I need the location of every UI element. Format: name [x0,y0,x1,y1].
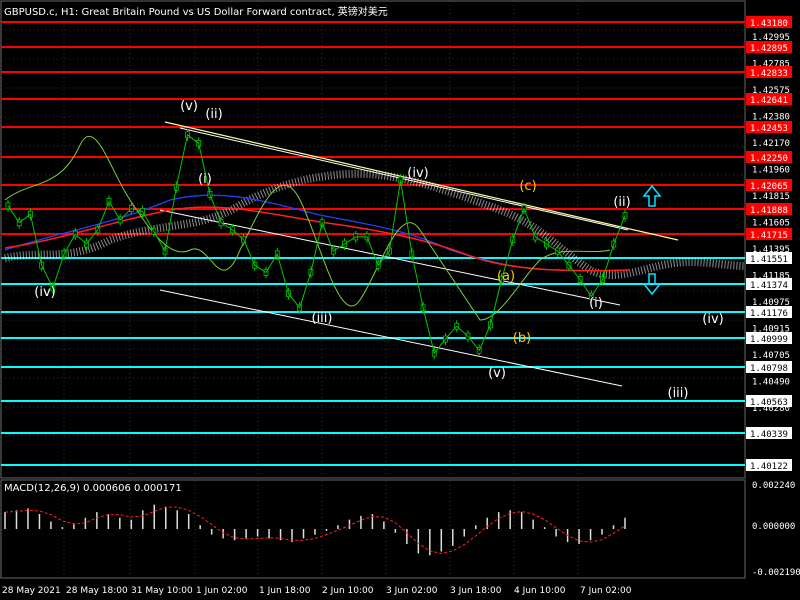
wave-label: (a) [497,269,515,284]
wave-label: (iv) [407,166,428,181]
red-level-label: 1.43180 [750,19,788,29]
price-line [7,133,626,355]
cyan-level-label: 1.40339 [750,430,788,440]
red-level-tag [746,179,792,191]
wave-label: (c) [519,179,536,194]
momentum-line [4,136,611,321]
channel-line-2 [159,209,621,306]
price-tick-label: 1.41395 [752,245,790,255]
time-axis-label: 31 May 10:00 [131,586,193,596]
cyan-level-tag [746,332,792,344]
cyan-level-label: 1.41551 [750,255,788,265]
price-tick-label: 1.41815 [752,192,790,202]
red-level-label: 1.41888 [750,206,788,216]
red-level-tag [746,203,792,215]
wave-label: (i) [589,296,603,311]
price-tick-label: 1.42785 [752,60,790,70]
macd-title: MACD(12,26,9) 0.000606 0.000171 [4,483,182,494]
red-level-label: 1.42453 [750,124,788,134]
arrow-up-icon [642,184,662,207]
red-level-label: 1.42641 [750,96,788,106]
price-tick-label: 1.41185 [752,272,790,282]
time-axis-label: 2 Jun 10:00 [322,586,374,596]
cyan-level-tag [746,306,792,318]
chart-title: GBPUSD.c, H1: Great Britain Pound vs US … [4,7,388,18]
time-axis-label: 1 Jun 18:00 [259,586,311,596]
cyan-level-label: 1.40798 [750,364,788,374]
time-axis-label: 4 Jun 10:00 [514,586,566,596]
macd-axis-label: 0.002240 [752,481,795,491]
channel-line-3 [159,289,623,387]
red-level-tag [746,93,792,105]
wave-label: (iii) [668,386,689,401]
ichimoku-cloud [4,169,746,280]
red-level-label: 1.42250 [750,154,788,164]
wave-label: (iii) [312,311,333,326]
wave-label: (ii) [613,195,630,210]
cyan-level-tag [746,278,792,290]
red-level-tag [746,228,792,240]
price-tick-label: 1.42575 [752,86,790,96]
red-level-tag [746,121,792,133]
price-tick-label: 1.42380 [752,113,790,123]
time-axis-label: 28 May 2021 [2,586,61,596]
cyan-level-tag [746,427,792,439]
wave-label: (ii) [205,107,222,122]
time-axis-label: 28 May 18:00 [66,586,128,596]
price-tick-label: 1.42170 [752,139,790,149]
red-level-tag [746,16,792,28]
red-level-tag [746,41,792,53]
cyan-level-label: 1.41176 [750,309,788,319]
macd-axis-label: -0.002190 [752,568,800,578]
macd-axis-label: 0.000000 [752,522,795,532]
cyan-level-tag [746,395,792,407]
price-tick-label: 1.41960 [752,166,790,176]
trendline-upper [164,121,679,241]
price-tick-label: 1.40975 [752,298,790,308]
price-tick-label: 1.42995 [752,33,790,43]
cyan-level-label: 1.40563 [750,398,788,408]
red-level-label: 1.42895 [750,44,788,54]
price-tick-label: 1.40915 [752,325,790,335]
channel-line-1 [179,127,629,231]
cyan-level-label: 1.40999 [750,335,788,345]
red-level-tag [746,66,792,78]
red-level-tag [746,151,792,163]
price-tick-label: 1.40280 [752,404,790,414]
red-level-label: 1.42833 [750,69,788,79]
time-axis-label: 3 Jun 18:00 [450,586,502,596]
wave-label: (iv) [34,285,55,300]
wave-label: (iv) [702,312,723,327]
cyan-level-label: 1.41374 [750,281,788,291]
price-tick-label: 1.41605 [752,219,790,229]
wave-label: (v) [488,366,506,381]
wave-label: (b) [513,331,531,346]
arrow-down-icon [642,273,662,296]
wave-label: (i) [198,172,212,187]
macd-signal-line [4,506,626,554]
price-tick-label: 1.40490 [752,378,790,388]
main-panel-border [0,0,746,479]
wave-label: (v) [180,99,198,114]
macd-panel-border [0,479,746,579]
time-axis-label: 7 Jun 02:00 [580,586,632,596]
time-axis-label: 3 Jun 02:00 [386,586,438,596]
cyan-level-tag [746,361,792,373]
time-axis-label: 1 Jun 02:00 [196,586,248,596]
red-level-label: 1.42065 [750,182,788,192]
red-level-label: 1.41715 [750,231,788,241]
cyan-level-tag [746,252,792,264]
cyan-level-label: 1.40122 [750,462,788,472]
price-tick-label: 1.40705 [752,351,790,361]
cyan-level-tag [746,459,792,471]
